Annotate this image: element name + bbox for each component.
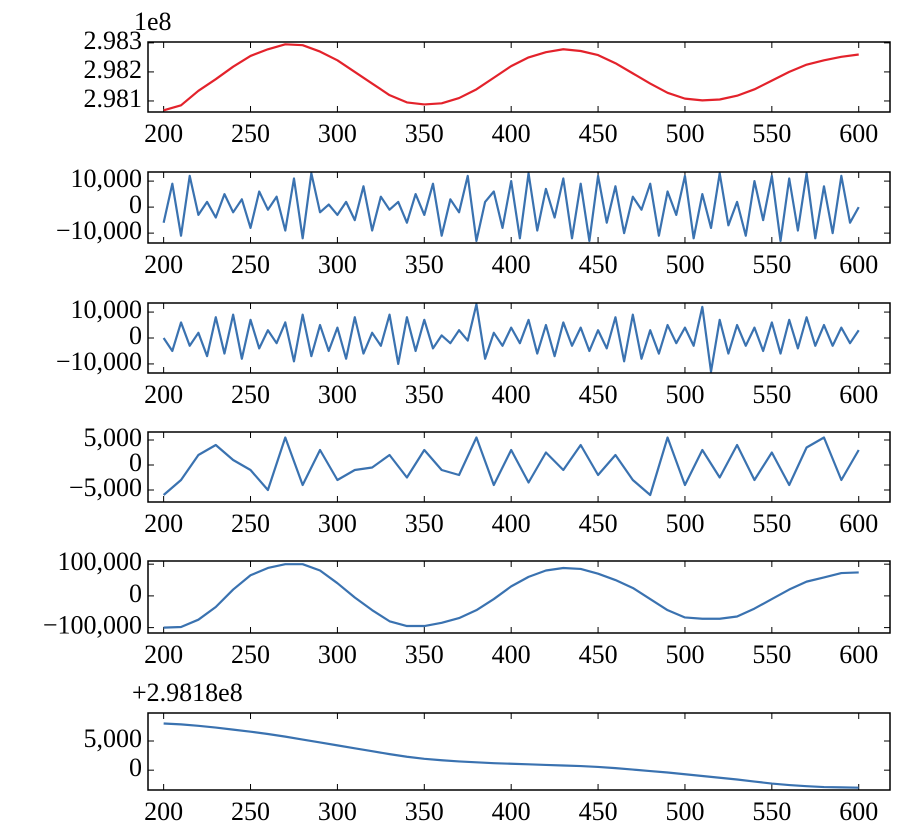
x-tick-label: 350 — [405, 380, 444, 409]
offset-label: 1e8 — [134, 7, 172, 36]
x-tick-label: 600 — [839, 797, 878, 826]
axes-frame — [147, 712, 891, 791]
x-tick-label: 500 — [665, 380, 704, 409]
axes-frame — [147, 302, 891, 374]
data-line — [162, 436, 860, 497]
x-tick-label: 250 — [231, 797, 270, 826]
axes-frame — [147, 171, 891, 244]
axes-frame — [147, 560, 891, 634]
x-tick-label: 250 — [231, 119, 270, 148]
x-tick-label: 550 — [752, 797, 791, 826]
y-tick-label: 10,000 — [71, 164, 143, 193]
x-tick-label: 550 — [752, 119, 791, 148]
y-tick-label: 2.982 — [84, 55, 143, 84]
x-tick-label: 600 — [839, 509, 878, 538]
x-tick-label: 300 — [318, 119, 357, 148]
data-line — [162, 303, 860, 373]
x-tick-label: 550 — [752, 250, 791, 279]
x-tick-label: 350 — [405, 119, 444, 148]
x-tick-label: 550 — [752, 380, 791, 409]
x-tick-label: 200 — [144, 380, 183, 409]
x-tick-label: 450 — [579, 640, 618, 669]
y-tick-label: −100,000 — [43, 611, 142, 640]
data-line — [163, 563, 859, 629]
x-tick-label: 200 — [144, 797, 183, 826]
axes-frame — [147, 431, 891, 503]
x-tick-label: 400 — [492, 640, 531, 669]
x-tick-label: 400 — [492, 250, 531, 279]
y-tick-label: 100,000 — [58, 547, 143, 576]
y-tick-label: 5,000 — [84, 423, 143, 452]
x-tick-label: 350 — [405, 509, 444, 538]
y-tick-label: 0 — [129, 448, 142, 477]
x-tick-label: 500 — [665, 250, 704, 279]
x-tick-label: 600 — [839, 250, 878, 279]
x-tick-label: 500 — [665, 119, 704, 148]
x-tick-label: 500 — [665, 640, 704, 669]
x-tick-label: 200 — [144, 119, 183, 148]
x-tick-label: 350 — [405, 250, 444, 279]
x-tick-label: 400 — [492, 119, 531, 148]
x-tick-label: 250 — [231, 380, 270, 409]
x-tick-label: 250 — [231, 640, 270, 669]
x-tick-label: 600 — [839, 380, 878, 409]
x-tick-label: 350 — [405, 797, 444, 826]
x-tick-label: 250 — [231, 250, 270, 279]
y-tick-label: −10,000 — [56, 216, 142, 245]
axes-frame — [147, 41, 891, 113]
y-tick-label: −10,000 — [56, 347, 142, 376]
x-tick-label: 450 — [579, 797, 618, 826]
y-tick-label: 5,000 — [84, 724, 143, 753]
x-tick-label: 600 — [839, 640, 878, 669]
x-tick-label: 400 — [492, 509, 531, 538]
x-tick-label: 400 — [492, 797, 531, 826]
y-tick-label: 2.981 — [84, 84, 143, 113]
data-line — [163, 43, 859, 112]
y-tick-label: 2.983 — [84, 26, 143, 55]
x-tick-label: 550 — [752, 509, 791, 538]
x-tick-label: 300 — [318, 380, 357, 409]
x-tick-label: 450 — [579, 119, 618, 148]
y-tick-label: 0 — [129, 321, 142, 350]
x-tick-label: 300 — [318, 509, 357, 538]
x-tick-label: 300 — [318, 797, 357, 826]
offset-label: +2.9818e8 — [132, 678, 243, 707]
y-tick-label: −5,000 — [69, 473, 142, 502]
x-tick-label: 450 — [579, 380, 618, 409]
x-tick-label: 400 — [492, 380, 531, 409]
x-tick-label: 250 — [231, 509, 270, 538]
y-tick-label: 0 — [129, 753, 142, 782]
x-tick-label: 450 — [579, 250, 618, 279]
x-tick-label: 200 — [144, 250, 183, 279]
data-line — [163, 722, 859, 789]
x-tick-label: 300 — [318, 640, 357, 669]
data-line — [162, 172, 860, 243]
x-tick-label: 200 — [144, 509, 183, 538]
x-tick-label: 550 — [752, 640, 791, 669]
x-tick-label: 600 — [839, 119, 878, 148]
x-tick-label: 350 — [405, 640, 444, 669]
x-tick-label: 500 — [665, 797, 704, 826]
y-tick-label: 10,000 — [71, 295, 143, 324]
x-tick-label: 200 — [144, 640, 183, 669]
x-tick-label: 500 — [665, 509, 704, 538]
x-tick-label: 300 — [318, 250, 357, 279]
y-tick-label: 0 — [129, 190, 142, 219]
y-tick-label: 0 — [129, 579, 142, 608]
x-tick-label: 450 — [579, 509, 618, 538]
